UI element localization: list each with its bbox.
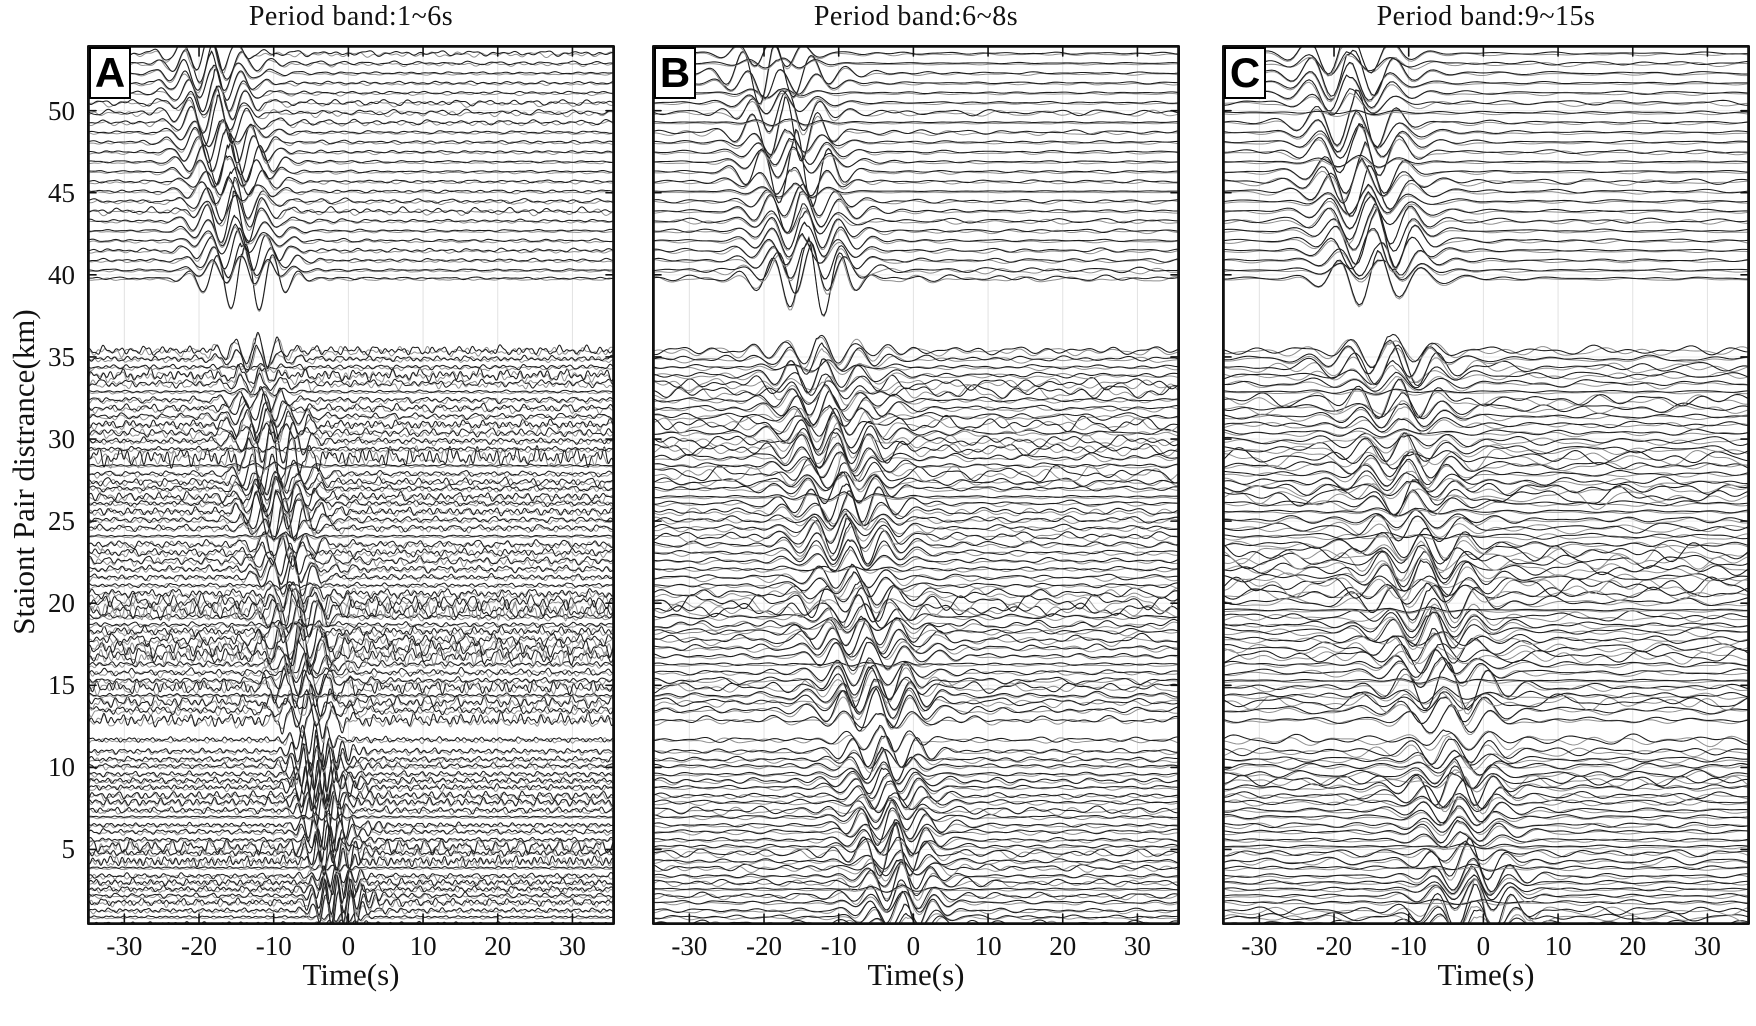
x-tick-label: 10 (409, 931, 437, 961)
panel-a-x-axis-label: Time(s) (302, 957, 400, 992)
panel-c: Period band:9~15s C -30 -20 -10 0 10 20 30 Tim… (1222, 1, 1750, 992)
x-tick-label: 20 (484, 931, 512, 961)
x-tick-label: 10 (974, 931, 1002, 961)
x-tick-label: 10 (1544, 931, 1572, 961)
x-tick-label: 30 (1693, 931, 1721, 961)
panel-a-canvas (87, 45, 615, 925)
x-tick-label: 0 (341, 931, 356, 961)
panel-c-title: Period band:9~15s (1376, 1, 1596, 32)
x-tick-label: -20 (746, 931, 783, 961)
x-tick-label: -20 (1316, 931, 1353, 961)
x-tick-label: -30 (671, 931, 708, 961)
panel-c-canvas (1222, 45, 1750, 925)
x-tick-label: -10 (1390, 931, 1427, 961)
x-tick-label: -20 (181, 931, 218, 961)
y-tick-label: 30 (48, 424, 75, 455)
panel-a-plot: A (87, 45, 615, 925)
panel-b-x-axis-label: Time(s) (867, 957, 965, 992)
y-tick-label: 25 (48, 506, 75, 537)
x-tick-label: 20 (1049, 931, 1077, 961)
x-tick-label: -10 (255, 931, 292, 961)
x-tick-label: -30 (1241, 931, 1278, 961)
y-tick-label: 35 (48, 341, 75, 372)
panel-b-title: Period band:6~8s (813, 1, 1019, 32)
y-tick-label: 50 (48, 95, 75, 126)
x-tick-label: -30 (106, 931, 143, 961)
y-tick-label: 20 (48, 588, 75, 619)
x-tick-label: 30 (1123, 931, 1151, 961)
y-tick-label: 5 (61, 834, 76, 865)
y-tick-label: 15 (48, 670, 75, 701)
y-tick-label: 10 (48, 752, 75, 783)
panel-c-plot: C (1222, 45, 1750, 925)
x-tick-label: 30 (558, 931, 586, 961)
panel-a-corner-label: A (89, 47, 131, 99)
panel-b: Period band:6~8s B -30 -20 -10 0 10 20 30 Time… (652, 1, 1180, 992)
y-tick-label: 40 (48, 259, 75, 290)
y-tick-label: 45 (48, 177, 75, 208)
panel-c-corner-label: C (1224, 47, 1266, 99)
panel-c-x-axis-label: Time(s) (1437, 957, 1535, 992)
x-tick-label: 20 (1619, 931, 1647, 961)
x-tick-label: 0 (906, 931, 921, 961)
panel-b-corner-label: B (654, 47, 696, 99)
panel-b-canvas (652, 45, 1180, 925)
x-tick-label: 0 (1476, 931, 1491, 961)
x-tick-label: -10 (820, 931, 857, 961)
panel-b-plot: B (652, 45, 1180, 925)
panel-a: Period band:1~6s A -30 -20 -10 0 10 20 30 5 10 1… (48, 1, 615, 992)
panel-a-title: Period band:1~6s (248, 1, 454, 32)
